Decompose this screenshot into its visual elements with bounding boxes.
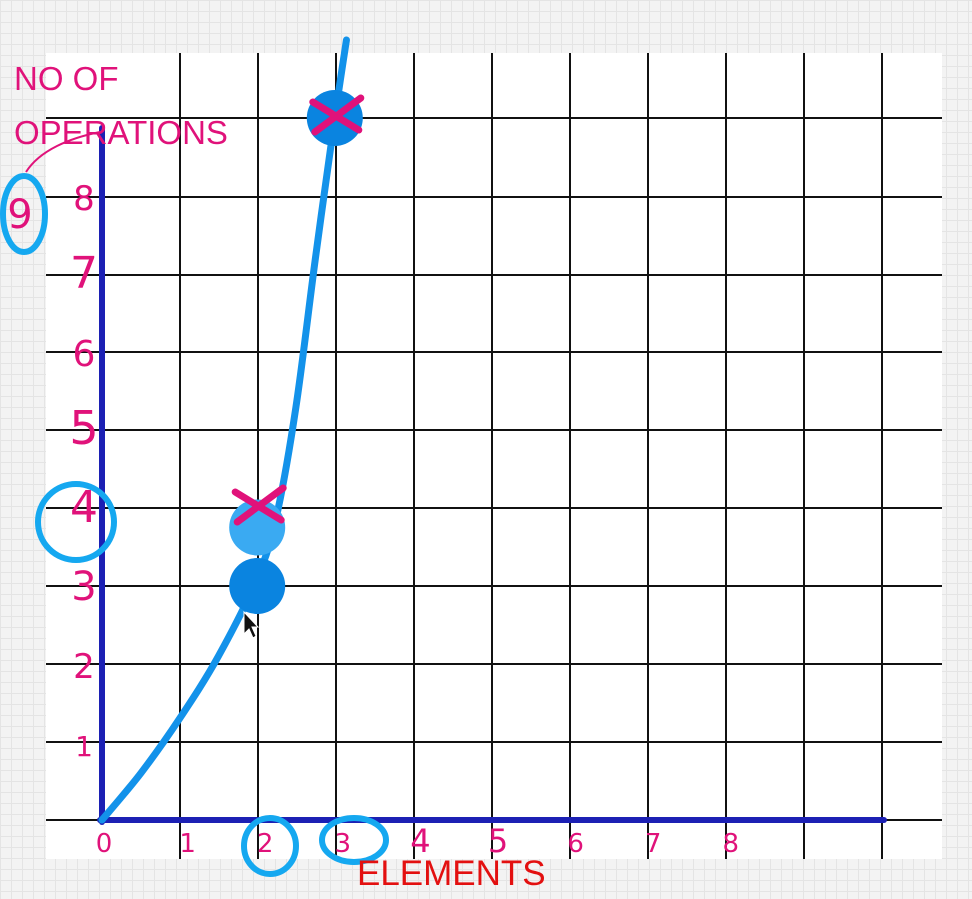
- highlight-circle: [319, 815, 389, 865]
- mouse-cursor-icon: [243, 610, 260, 639]
- x-tick-label: 4: [410, 822, 430, 860]
- y-axis-label-line1: NO OF: [14, 60, 119, 97]
- cross-mark: [233, 484, 287, 526]
- highlight-circle: [35, 481, 117, 563]
- highlight-circle: [241, 815, 299, 877]
- x-tick-label: 6: [567, 829, 584, 859]
- x-tick-label: 5: [488, 822, 508, 860]
- data-point: [229, 558, 286, 614]
- y-tick-label: 8: [73, 179, 95, 219]
- cross-marks: [231, 94, 365, 526]
- y-tick-label: 6: [73, 334, 96, 375]
- x-tick-label: 8: [723, 829, 740, 859]
- x-tick-label: 3: [335, 829, 352, 859]
- axes: [97, 125, 887, 825]
- y-axis-label: NO OF OPERATIONS: [14, 52, 228, 160]
- y-tick-label: 2: [73, 647, 95, 687]
- x-tick-label: 0: [96, 829, 113, 859]
- y-tick-label: 1: [75, 730, 93, 763]
- y-axis-label-line2: OPERATIONS: [14, 114, 228, 151]
- x-tick-label: 1: [179, 829, 196, 859]
- y-tick-label: 5: [69, 401, 98, 455]
- cross-mark: [311, 94, 365, 136]
- x-tick-label: 7: [645, 829, 662, 859]
- x-tick-label: 2: [257, 829, 274, 859]
- grid-background: [46, 53, 942, 859]
- y-tick-label: 7: [70, 248, 98, 299]
- highlight-circles: [0, 173, 389, 877]
- y-tick-label-extra: 9: [7, 192, 32, 238]
- y-tick-label: 3: [71, 564, 96, 610]
- x-tick-labels: 0 1 2 3 4 5 6 7 8: [96, 822, 739, 860]
- highlight-circle: [0, 173, 48, 255]
- arrow-annotation: [25, 131, 101, 173]
- x-axis-label: ELEMENTS: [357, 854, 546, 893]
